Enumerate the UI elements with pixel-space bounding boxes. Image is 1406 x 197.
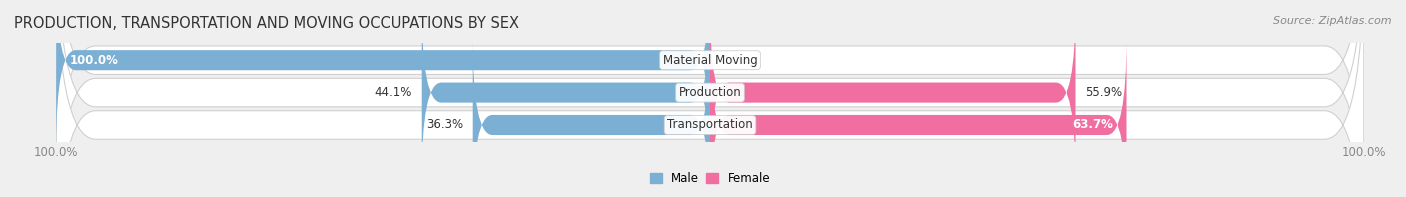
FancyBboxPatch shape [56,0,1364,197]
Legend: Male, Female: Male, Female [645,168,775,190]
Text: Source: ZipAtlas.com: Source: ZipAtlas.com [1274,16,1392,26]
FancyBboxPatch shape [56,0,1364,197]
Text: 55.9%: 55.9% [1085,86,1122,99]
Text: PRODUCTION, TRANSPORTATION AND MOVING OCCUPATIONS BY SEX: PRODUCTION, TRANSPORTATION AND MOVING OC… [14,16,519,31]
Text: 44.1%: 44.1% [374,86,412,99]
FancyBboxPatch shape [56,0,710,147]
Text: 63.7%: 63.7% [1073,118,1114,131]
Text: 100.0%: 100.0% [69,54,118,67]
FancyBboxPatch shape [472,38,710,197]
Text: Transportation: Transportation [668,118,752,131]
Text: 0.0%: 0.0% [720,54,749,67]
FancyBboxPatch shape [56,0,1364,197]
Text: Production: Production [679,86,741,99]
Text: Material Moving: Material Moving [662,54,758,67]
FancyBboxPatch shape [710,38,1126,197]
FancyBboxPatch shape [422,6,710,180]
Text: 36.3%: 36.3% [426,118,463,131]
FancyBboxPatch shape [710,6,1076,180]
